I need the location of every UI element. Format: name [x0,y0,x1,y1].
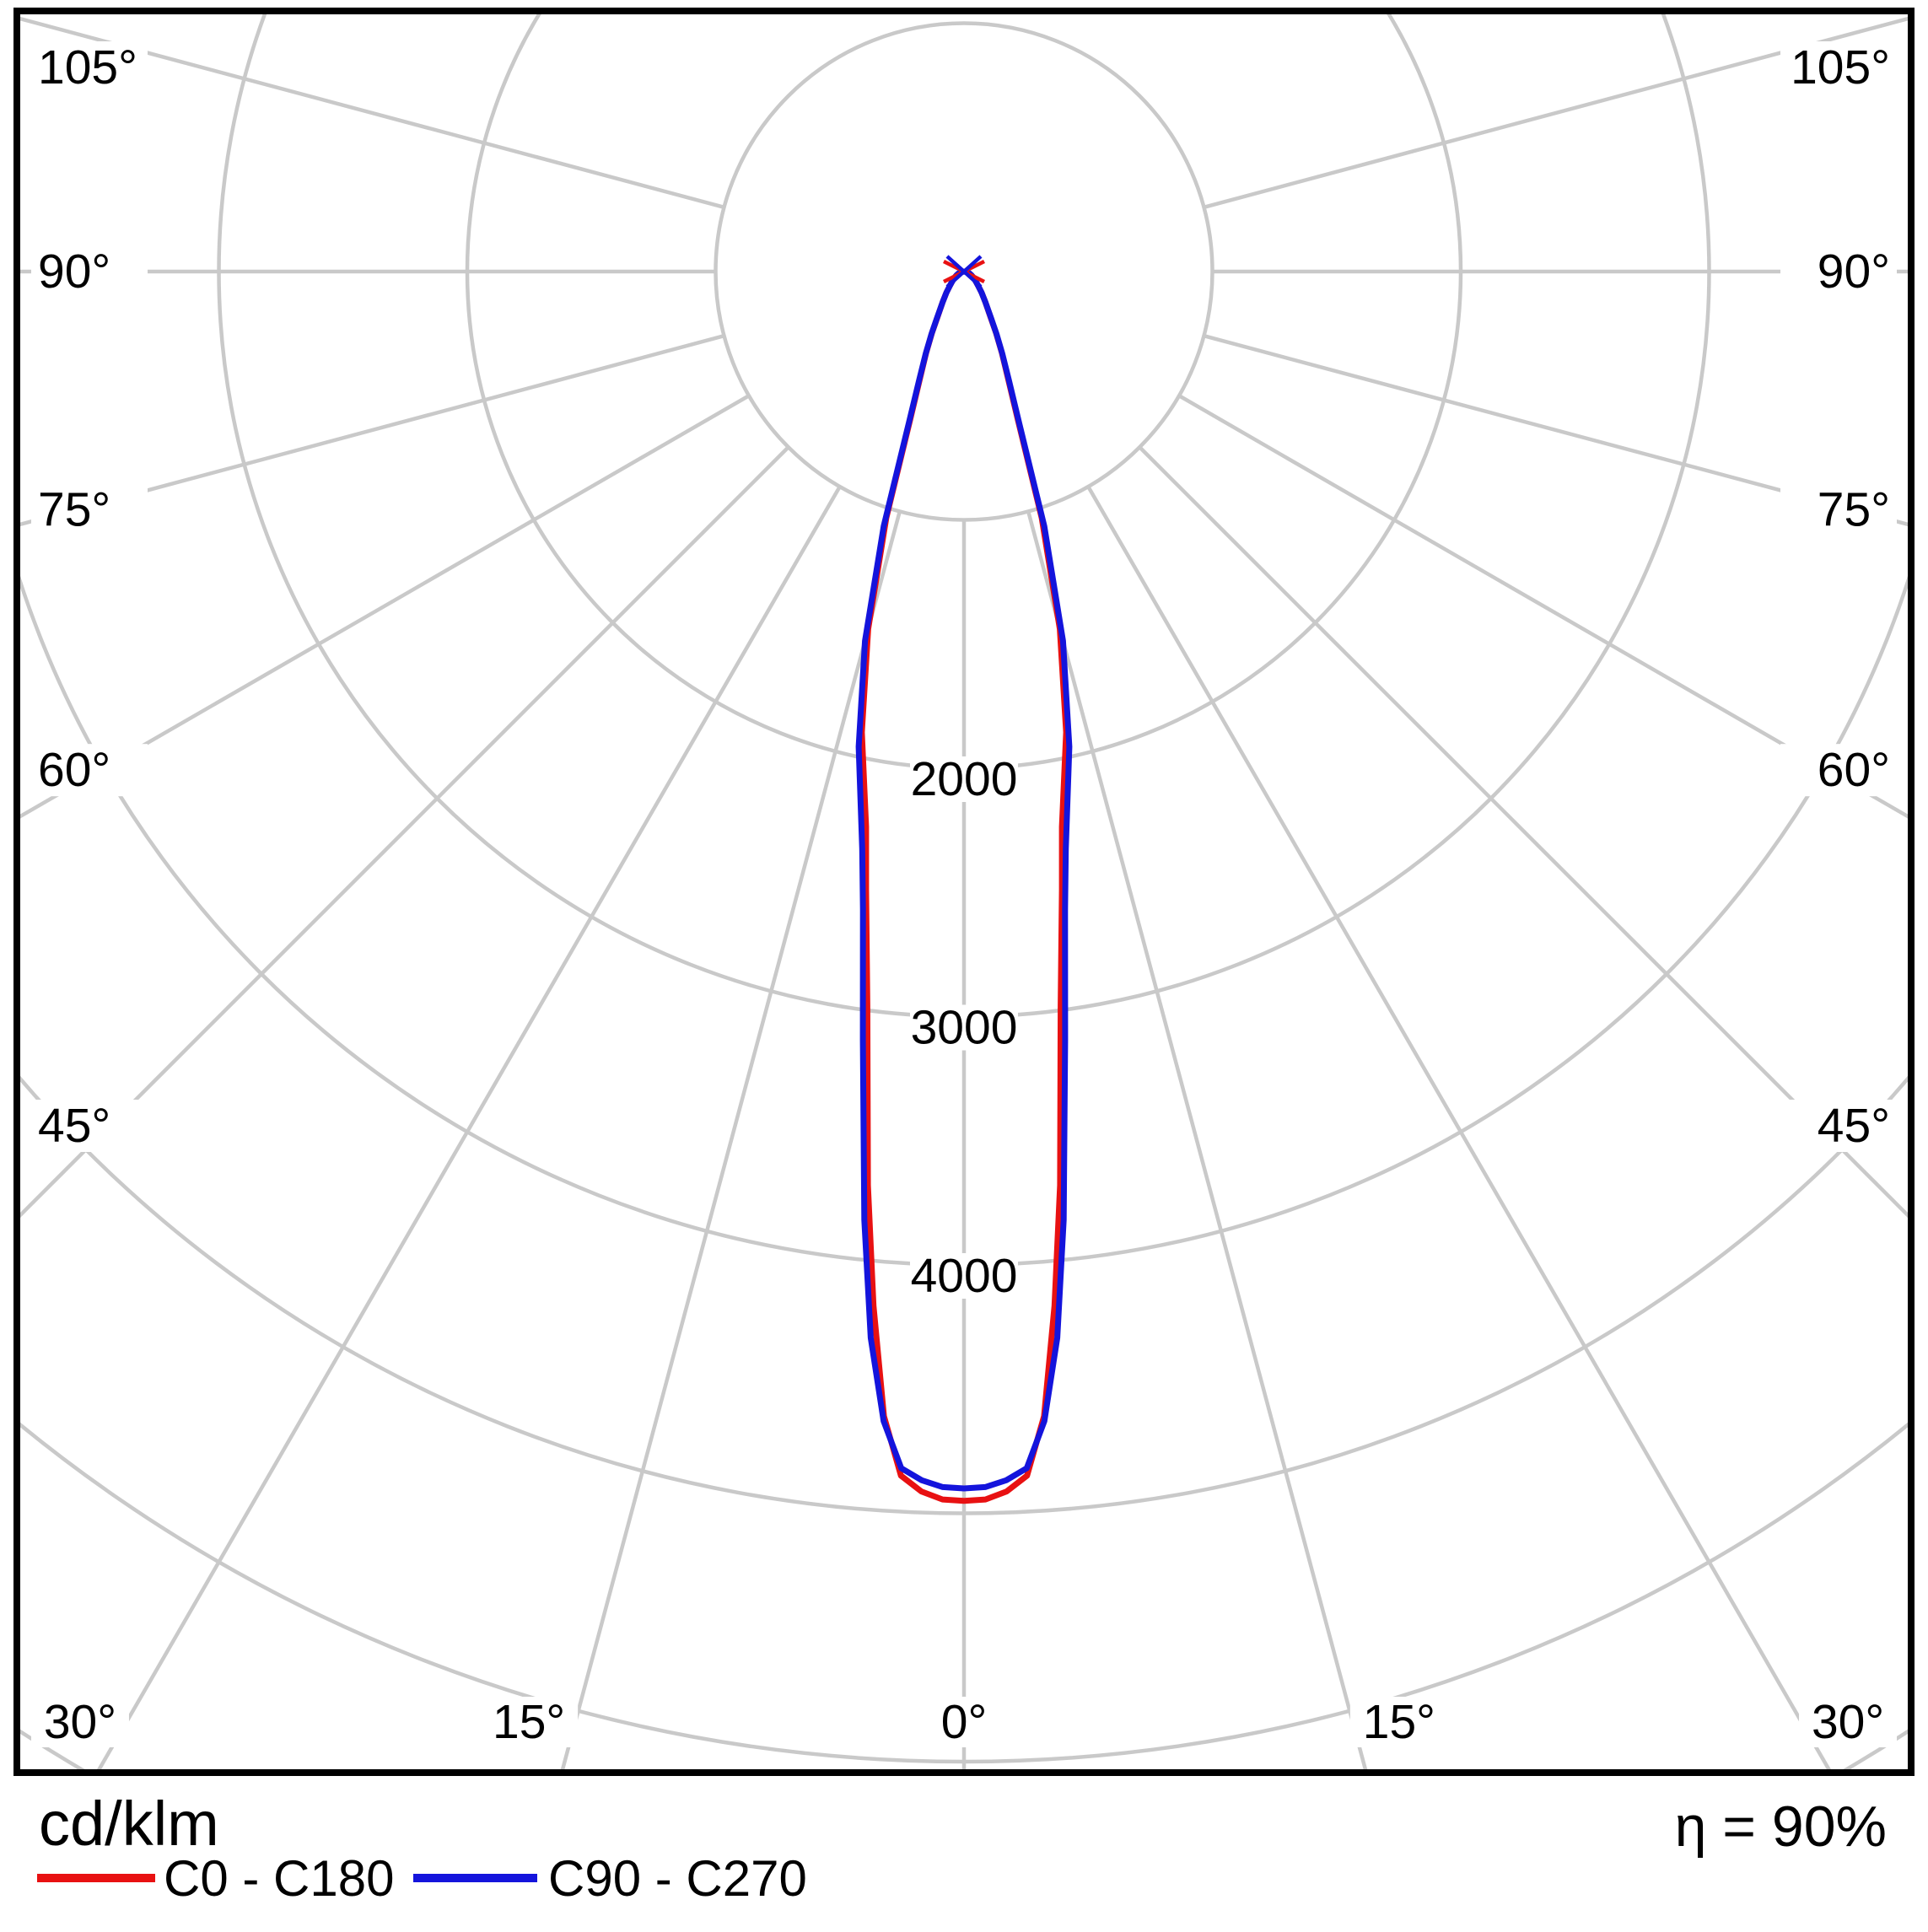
angle-tick-label: 45° [38,1099,110,1153]
radial-tick-label: 2000 [911,752,1018,806]
grid-ray [1203,16,1908,209]
grid-ray [1177,394,1908,819]
angle-tick-label: 45° [1818,1099,1890,1153]
angle-tick-label: 90° [38,245,110,299]
angle-tick-bg [31,245,148,298]
origin-marker [942,255,986,288]
intensity-curve-c90-c270 [855,268,1073,1492]
angle-tick-bg [31,483,148,536]
radial-tick-bg [910,756,1018,802]
grid-ray [1026,510,1368,1769]
angle-tick-label: 75° [1818,482,1890,536]
angle-tick-bg [1780,1100,1897,1152]
radial-tick-bg [910,1004,1018,1051]
chart-frame [13,8,1915,1776]
angle-tick-bg [915,1697,1013,1747]
grid-ray [1138,445,1908,1219]
grid-ray [20,16,725,209]
angle-tick-label: 90° [1818,245,1890,299]
angle-tick-label: 60° [38,743,110,797]
grid-ray [97,485,842,1769]
radial-tick-bg [910,1253,1018,1299]
angle-tick-bg [480,1697,579,1747]
angle-tick-label: 105° [1791,40,1890,94]
angle-tick-label: 30° [44,1695,116,1749]
angle-tick-bg [31,744,148,797]
intensity-curves [855,268,1073,1504]
angle-tick-label: 15° [493,1695,565,1749]
radial-tick-label: 3000 [911,1001,1018,1055]
radial-tick-label: 4000 [911,1249,1018,1303]
origin-cross-line [945,255,983,288]
units-label: cd/klm [39,1789,219,1859]
legend-swatch-c0 [37,1874,155,1882]
angle-tick-bg [1349,1697,1448,1747]
grid-ray [20,445,790,1219]
angle-tick-bg [1799,1697,1898,1747]
angle-tick-label: 105° [38,40,137,94]
angle-tick-label: 0° [941,1695,988,1749]
angle-tick-label: 15° [1363,1695,1435,1749]
angle-tick-label: 30° [1812,1695,1884,1749]
angle-tick-bg [1780,41,1897,94]
angle-tick-bg [31,41,148,94]
grid-ray [560,510,902,1769]
legend-label-c90: C90 - C270 [548,1850,807,1907]
radial-tick-labels: 2000 3000 4000 [910,752,1018,1303]
angle-tick-bg [31,1100,148,1152]
angle-tick-label: 60° [1818,743,1890,797]
angle-tick-bg [1780,483,1897,536]
angle-tick-bg [30,1697,129,1747]
angle-tick-label: 75° [38,482,110,536]
grid-ray [20,334,725,527]
grid-ray [1203,334,1908,527]
angle-tick-labels: 45° 45° 60° 60° 75° 75° 90° 90° 105° 105° 30° 15° 0°… [30,40,1898,1749]
grid-ray [1086,485,1831,1769]
legend-swatch-c90 [413,1874,537,1882]
grid-ray [20,394,751,819]
angle-tick-bg [1780,744,1897,797]
angle-tick-bg [1780,245,1897,298]
legend-label-c0: C0 - C180 [164,1850,395,1907]
efficiency-label: η = 90% [1674,1795,1887,1859]
